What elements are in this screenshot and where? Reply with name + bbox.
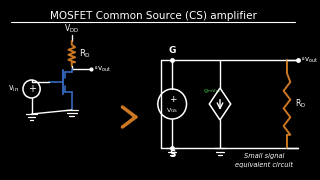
Text: $\circ$v$_{\sf out}$: $\circ$v$_{\sf out}$ bbox=[300, 55, 319, 65]
Text: V$_{\sf GS}$: V$_{\sf GS}$ bbox=[166, 107, 178, 115]
Text: S: S bbox=[169, 150, 175, 159]
Text: MOSFET Common Source (CS) amplifier: MOSFET Common Source (CS) amplifier bbox=[50, 11, 257, 21]
Text: $\circ$v$_{\sf out}$: $\circ$v$_{\sf out}$ bbox=[93, 64, 111, 74]
Text: Small signal: Small signal bbox=[244, 153, 284, 159]
Text: G: G bbox=[169, 46, 176, 55]
Text: V$_{\sf DD}$: V$_{\sf DD}$ bbox=[64, 22, 79, 35]
Text: g$_{\sf m}$v$_{\sf gs}$: g$_{\sf m}$v$_{\sf gs}$ bbox=[203, 87, 222, 97]
Text: R$_{\sf D}$: R$_{\sf D}$ bbox=[79, 47, 92, 60]
Text: v$_{\sf in}$: v$_{\sf in}$ bbox=[8, 84, 19, 94]
Text: +: + bbox=[28, 84, 36, 94]
Text: R$_{\sf D}$: R$_{\sf D}$ bbox=[295, 98, 306, 110]
Text: equivalent circuit: equivalent circuit bbox=[235, 162, 293, 168]
Text: +: + bbox=[169, 94, 177, 103]
